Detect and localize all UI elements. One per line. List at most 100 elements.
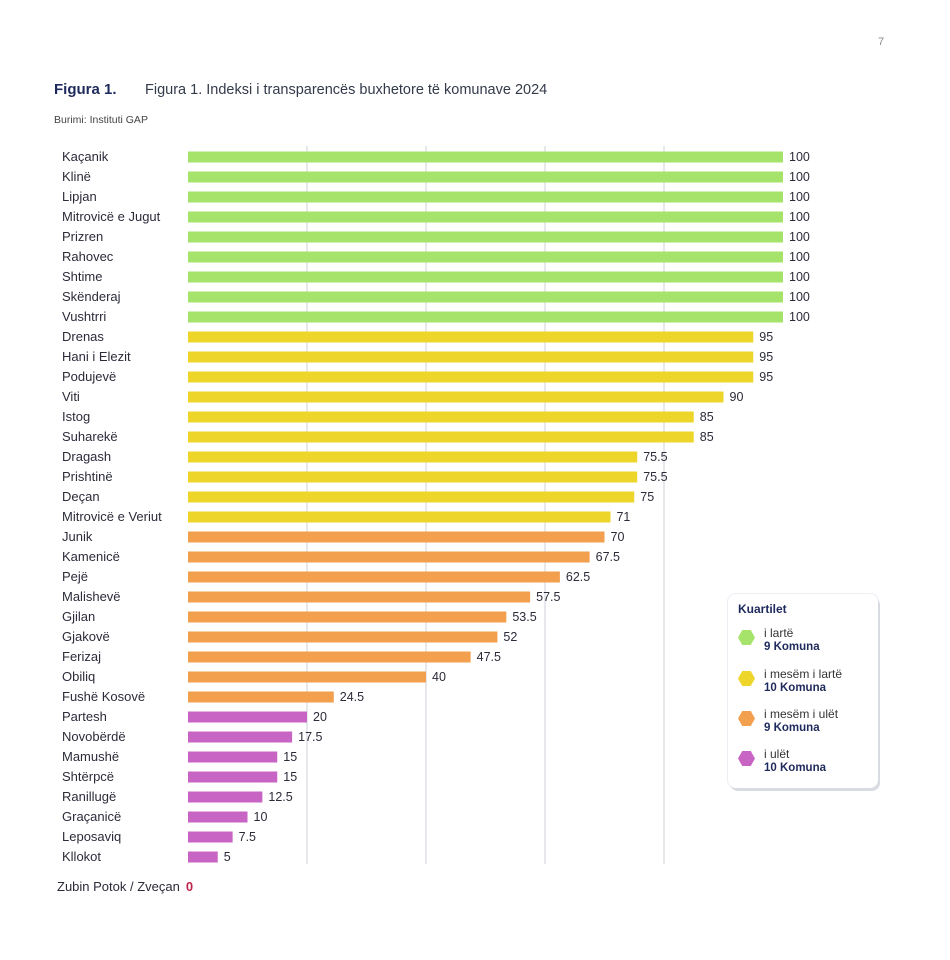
category-label: Novobërdë bbox=[62, 729, 126, 744]
zero-entry-value: 0 bbox=[185, 879, 194, 894]
category-label: Klinë bbox=[62, 169, 91, 184]
value-label: 100 bbox=[789, 190, 810, 204]
category-label: Viti bbox=[62, 389, 80, 404]
value-label: 75.5 bbox=[643, 450, 667, 464]
bar bbox=[188, 851, 218, 863]
bar bbox=[188, 831, 233, 843]
value-label: 70 bbox=[611, 530, 625, 544]
bar bbox=[188, 791, 263, 803]
bar bbox=[188, 251, 783, 263]
category-label: Shtime bbox=[62, 269, 102, 284]
value-label: 75.5 bbox=[643, 470, 667, 484]
hexagon-icon bbox=[738, 630, 755, 645]
bar bbox=[188, 611, 507, 623]
value-label: 100 bbox=[789, 250, 810, 264]
bar bbox=[188, 311, 783, 323]
value-label: 100 bbox=[789, 270, 810, 284]
bar bbox=[188, 331, 754, 343]
value-label: 7.5 bbox=[239, 830, 256, 844]
value-label: 10 bbox=[254, 810, 268, 824]
hexagon-icon bbox=[738, 711, 755, 726]
category-label: Obiliq bbox=[62, 669, 95, 684]
category-label: Rahovec bbox=[62, 249, 114, 264]
category-label: Shtërpcë bbox=[62, 769, 114, 784]
category-label: Hani i Elezit bbox=[62, 349, 131, 364]
value-label: 100 bbox=[789, 170, 810, 184]
category-label: Partesh bbox=[62, 709, 107, 724]
legend-item-count: 10 Komuna bbox=[764, 762, 826, 774]
legend-item-lower-middle: i mesëm i ulët 9 Komuna bbox=[738, 707, 878, 741]
bar bbox=[188, 691, 334, 703]
bar bbox=[188, 751, 278, 763]
value-label: 24.5 bbox=[340, 690, 364, 704]
category-label: Suharekë bbox=[62, 429, 118, 444]
value-label: 47.5 bbox=[477, 650, 501, 664]
zero-entry-label: Zubin Potok / Zveçan bbox=[57, 879, 180, 894]
value-label: 85 bbox=[700, 410, 714, 424]
legend-item-low: i ulët 10 Komuna bbox=[738, 747, 878, 781]
category-label: Istog bbox=[62, 409, 90, 424]
bar bbox=[188, 671, 426, 683]
category-label: Ranillugë bbox=[62, 789, 116, 804]
category-label: Drenas bbox=[62, 329, 104, 344]
category-label: Mitrovicë e Veriut bbox=[62, 509, 162, 524]
legend-item-label: i ulët bbox=[764, 747, 790, 761]
category-label: Pejë bbox=[62, 569, 88, 584]
value-label: 100 bbox=[789, 290, 810, 304]
bar bbox=[188, 411, 694, 423]
category-label: Junik bbox=[62, 529, 93, 544]
legend-item-upper-middle: i mesëm i lartë 10 Komuna bbox=[738, 667, 878, 701]
category-label: Kamenicë bbox=[62, 549, 120, 564]
legend: Kuartilet i lartë 9 Komuna i mesëm i lar… bbox=[728, 594, 878, 788]
category-label: Leposaviq bbox=[62, 829, 121, 844]
value-label: 71 bbox=[616, 510, 630, 524]
figure-label: Figura 1. bbox=[54, 81, 117, 98]
value-label: 95 bbox=[759, 370, 773, 384]
bar bbox=[188, 191, 783, 203]
page-number: 7 bbox=[878, 36, 885, 48]
figure-source: Burimi: Instituti GAP bbox=[54, 114, 148, 126]
category-label: Gjilan bbox=[62, 609, 95, 624]
value-label: 52 bbox=[503, 630, 517, 644]
legend-item-label: i mesëm i lartë bbox=[764, 667, 843, 681]
category-label: Mamushë bbox=[62, 749, 119, 764]
figure-title: Figura 1. Indeksi i transparencës buxhet… bbox=[145, 82, 548, 98]
category-label: Vushtrri bbox=[62, 309, 106, 324]
bar bbox=[188, 551, 590, 563]
category-label: Ferizaj bbox=[62, 649, 101, 664]
category-label: Prishtinë bbox=[62, 469, 113, 484]
value-label: 85 bbox=[700, 430, 714, 444]
bar bbox=[188, 291, 783, 303]
value-label: 100 bbox=[789, 230, 810, 244]
bar bbox=[188, 491, 635, 503]
category-label: Fushë Kosovë bbox=[62, 689, 145, 704]
category-label: Malishevë bbox=[62, 589, 121, 604]
value-label: 53.5 bbox=[512, 610, 536, 624]
value-label: 40 bbox=[432, 670, 446, 684]
category-label: Graçanicë bbox=[62, 809, 121, 824]
bar bbox=[188, 811, 248, 823]
bar bbox=[188, 211, 783, 223]
bar bbox=[188, 171, 783, 183]
bar bbox=[188, 451, 638, 463]
value-label: 100 bbox=[789, 310, 810, 324]
value-label: 62.5 bbox=[566, 570, 590, 584]
bar bbox=[188, 431, 694, 443]
bar bbox=[188, 151, 783, 163]
hexagon-icon bbox=[738, 671, 755, 686]
bar bbox=[188, 271, 783, 283]
category-label: Deçan bbox=[62, 489, 100, 504]
bar bbox=[188, 531, 605, 543]
legend-item-count: 10 Komuna bbox=[764, 682, 826, 694]
value-label: 95 bbox=[759, 350, 773, 364]
value-label: 100 bbox=[789, 210, 810, 224]
category-label: Skënderaj bbox=[62, 289, 121, 304]
legend-item-high: i lartë 9 Komuna bbox=[738, 626, 878, 660]
zero-entry: Zubin Potok / Zveçan 0 bbox=[57, 879, 193, 894]
value-label: 75 bbox=[640, 490, 654, 504]
value-label: 15 bbox=[283, 770, 297, 784]
value-label: 90 bbox=[730, 390, 744, 404]
category-label: Podujevë bbox=[62, 369, 116, 384]
value-label: 12.5 bbox=[268, 790, 292, 804]
